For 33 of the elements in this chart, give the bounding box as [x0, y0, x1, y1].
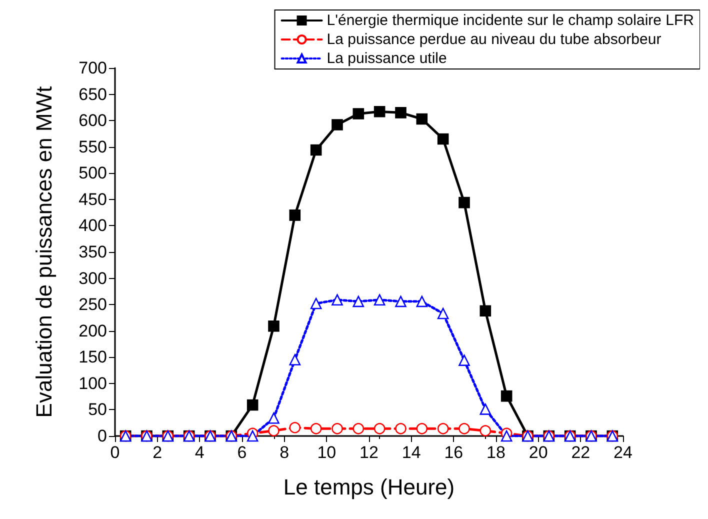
y-tick-label: 300: [78, 268, 107, 288]
y-tick-label: 700: [78, 58, 107, 78]
y-tick-label: 100: [78, 374, 107, 393]
x-tick-label: 16: [444, 443, 464, 462]
y-tick-label: 650: [78, 84, 107, 104]
x-tick-label: 12: [360, 443, 378, 462]
x-tick-label: 18: [486, 443, 506, 462]
y-tick-label: 600: [78, 111, 107, 130]
legend-label: La puissance utile: [326, 50, 447, 67]
x-tick-label: 10: [317, 443, 336, 462]
x-tick-label: 2: [152, 443, 162, 462]
legend-label: L'énergie thermique incidente sur le champ solaire LFR: [326, 12, 694, 29]
legend-label: La puissance perdue au niveau du tube absorbeur: [326, 31, 662, 48]
x-tick-label: 8: [280, 443, 290, 462]
y-tick-label: 0: [98, 426, 107, 446]
x-tick-label: 20: [528, 443, 548, 462]
x-tick-label: 14: [402, 443, 421, 462]
y-tick-label: 200: [78, 321, 107, 340]
y-tick-label: 450: [78, 190, 107, 209]
y-tick-label: 500: [78, 164, 107, 183]
y-tick-label: 400: [78, 216, 107, 236]
y-tick-label: 350: [78, 242, 107, 262]
y-tick-label: 150: [78, 348, 107, 367]
x-tick-label: 0: [110, 443, 120, 462]
y-tick-label: 550: [78, 137, 107, 156]
y-tick-label: 250: [78, 295, 107, 314]
y-tick-label: 50: [88, 400, 107, 420]
x-tick-label: 6: [237, 443, 247, 462]
y-axis-title: Evaluation de puissances en MWt: [32, 86, 56, 418]
x-tick-label: 22: [571, 443, 590, 462]
x-tick-label: 4: [194, 443, 204, 462]
x-tick-label: 24: [614, 443, 632, 462]
x-axis-title: Le temps (Heure): [283, 474, 455, 500]
